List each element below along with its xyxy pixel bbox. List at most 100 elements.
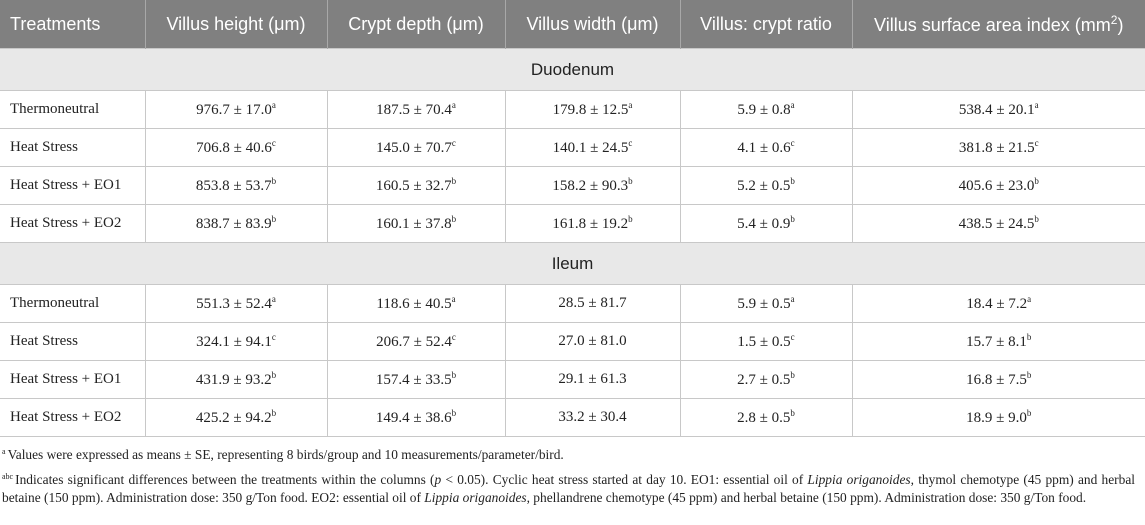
value-cell: 2.8 ± 0.5b <box>679 398 853 437</box>
treatment-cell: Thermoneutral <box>0 284 146 323</box>
value-cell: 161.8 ± 19.2b <box>504 204 681 243</box>
cell-value: 2.7 ± 0.5 <box>737 372 791 388</box>
cell-value: 5.4 ± 0.9 <box>737 216 791 232</box>
cell-value: 18.4 ± 7.2 <box>966 296 1028 312</box>
treatment-cell: Heat Stress <box>0 322 146 361</box>
value-cell: 431.9 ± 93.2b <box>144 360 328 399</box>
significance-letter: a <box>271 100 276 110</box>
significance-letter: c <box>790 138 795 148</box>
section-title: Duodenum <box>0 48 1145 91</box>
cell-value: 15.7 ± 8.1 <box>966 334 1027 350</box>
significance-letter: b <box>790 176 795 186</box>
footnote-text: Lippia origanoides <box>807 472 911 487</box>
value-cell: 5.2 ± 0.5b <box>679 166 853 205</box>
value-cell: 28.5 ± 81.7 <box>504 284 681 323</box>
data-row: Heat Stress + EO1 431.9 ± 93.2b 157.4 ± 33… <box>0 360 1145 399</box>
footnote-text: Values were expressed as means ± SE, rep… <box>7 447 564 462</box>
treatment-cell: Heat Stress + EO2 <box>0 204 146 243</box>
cell-value: 438.5 ± 24.5 <box>958 216 1035 232</box>
treatment-cell: Thermoneutral <box>0 90 146 129</box>
cell-value: 853.8 ± 53.7 <box>195 178 272 194</box>
value-cell: 118.6 ± 40.5a <box>326 284 506 323</box>
value-cell: 1.5 ± 0.5c <box>679 322 853 361</box>
column-header: Villus width (μm) <box>504 0 680 49</box>
value-cell: 140.1 ± 24.5c <box>504 128 681 167</box>
significance-letter: b <box>271 408 277 418</box>
cell-value: 16.8 ± 7.5 <box>966 372 1027 388</box>
column-header: Villus: crypt ratio <box>679 0 852 49</box>
footnote-text: Lippia origanoides <box>424 490 527 505</box>
value-cell: 157.4 ± 33.5b <box>326 360 506 399</box>
footnote-marker: abc <box>2 472 14 481</box>
cell-value: 29.1 ± 61.3 <box>558 371 627 387</box>
cell-value: 551.3 ± 52.4 <box>196 296 272 312</box>
value-cell: 16.8 ± 7.5b <box>851 360 1145 399</box>
header-text: Crypt depth (μm) <box>348 13 484 34</box>
significance-letter: b <box>451 370 457 380</box>
cell-value: 187.5 ± 70.4 <box>376 102 452 118</box>
cell-value: 5.9 ± 0.8 <box>737 102 791 118</box>
document: Treatments Villus height (μm) Crypt depth … <box>0 0 1145 505</box>
significance-letter: c <box>451 332 456 342</box>
significance-letter: b <box>1034 214 1039 224</box>
significance-letter: a <box>628 100 633 110</box>
cell-value: 18.9 ± 9.0 <box>966 410 1027 426</box>
footnote-text: , thymol chemotype (45 ppm) and herbal b… <box>2 472 1135 505</box>
footnote-text: , phellandrene chemotype (45 ppm) and he… <box>526 490 1087 505</box>
treatment-cell: Heat Stress + EO1 <box>0 360 146 399</box>
data-row: Thermoneutral 976.7 ± 17.0a 187.5 ± 70.4a 1… <box>0 90 1145 129</box>
footnote-text: p <box>434 472 442 487</box>
value-cell: 158.2 ± 90.3b <box>504 166 681 205</box>
cell-value: 161.8 ± 19.2 <box>552 216 629 232</box>
cell-value: 5.2 ± 0.5 <box>737 178 791 194</box>
significance-letter: a <box>271 294 276 304</box>
table-body: Duodenum Thermoneutral 976.7 ± 17.0a 187.5 … <box>0 48 1145 437</box>
results-table: Treatments Villus height (μm) Crypt depth … <box>0 0 1145 437</box>
treatment-cell: Heat Stress + EO1 <box>0 166 146 205</box>
header-text: Villus height (μm) <box>166 13 306 34</box>
data-row: Heat Stress + EO1 853.8 ± 53.7 b 160.5 ± 32… <box>0 166 1145 205</box>
cell-value: 149.4 ± 38.6 <box>375 410 452 426</box>
significance-letter: b <box>1026 408 1032 418</box>
header-text: Villus: crypt ratio <box>700 13 832 34</box>
section-row: Ileum <box>0 242 1145 285</box>
cell-value: 538.4 ± 20.1 <box>958 102 1035 118</box>
data-row: Heat Stress + EO2 425.2 ± 94.2b 149.4 ± 38… <box>0 398 1145 437</box>
data-row: Heat Stress 324.1 ± 94.1c 206.7 ± 52.4c 27.… <box>0 322 1145 361</box>
cell-value: 33.2 ± 30.4 <box>558 409 627 425</box>
header-text: Villus surface area index (mm <box>874 14 1111 35</box>
value-cell: 5.4 ± 0.9b <box>679 204 853 243</box>
cell-value: 118.6 ± 40.5 <box>376 296 452 312</box>
cell-value: 140.1 ± 24.5 <box>552 140 629 156</box>
cell-value: 4.1 ± 0.6 <box>737 140 791 156</box>
significance-letter: b <box>451 408 457 418</box>
cell-value: 838.7 ± 83.9 <box>195 216 272 232</box>
value-cell: 160.5 ± 32.7b <box>326 166 506 205</box>
column-header: Treatments <box>0 0 145 49</box>
value-cell: 538.4 ± 20.1a <box>851 90 1145 129</box>
header-text: Villus width (μm) <box>526 13 659 34</box>
value-cell: 179.8 ± 12.5a <box>504 90 681 129</box>
value-cell: 33.2 ± 30.4 <box>504 398 681 437</box>
cell-value: 179.8 ± 12.5 <box>552 102 629 118</box>
value-cell: 976.7 ± 17.0a <box>144 90 328 129</box>
cell-value: 1.5 ± 0.5 <box>737 334 791 350</box>
value-cell: 425.2 ± 94.2b <box>144 398 328 437</box>
header-text: Treatments <box>10 13 101 34</box>
data-row: Heat Stress 706.8 ± 40.6c 145.0 ± 70.7c 140… <box>0 128 1145 167</box>
header-superscript: 2 <box>1110 12 1118 27</box>
cell-value: 28.5 ± 81.7 <box>558 295 627 311</box>
cell-value: 425.2 ± 94.2 <box>195 410 272 426</box>
treatment-cell: Heat Stress + EO2 <box>0 398 146 437</box>
cell-value: 160.1 ± 37.8 <box>375 216 452 232</box>
value-cell: 145.0 ± 70.7c <box>326 128 506 167</box>
cell-value: 405.6 ± 23.0 <box>958 178 1035 194</box>
column-header: Villus surface area index (mm2) <box>851 0 1145 49</box>
significance-letter: a <box>790 100 795 110</box>
cell-value: 976.7 ± 17.0 <box>196 102 272 118</box>
significance-letter: b <box>1026 370 1032 380</box>
value-cell: 405.6 ± 23.0b <box>851 166 1145 205</box>
significance-letter: b <box>271 214 277 224</box>
significance-letter: b <box>451 214 457 224</box>
significance-letter: b <box>1034 176 1039 186</box>
